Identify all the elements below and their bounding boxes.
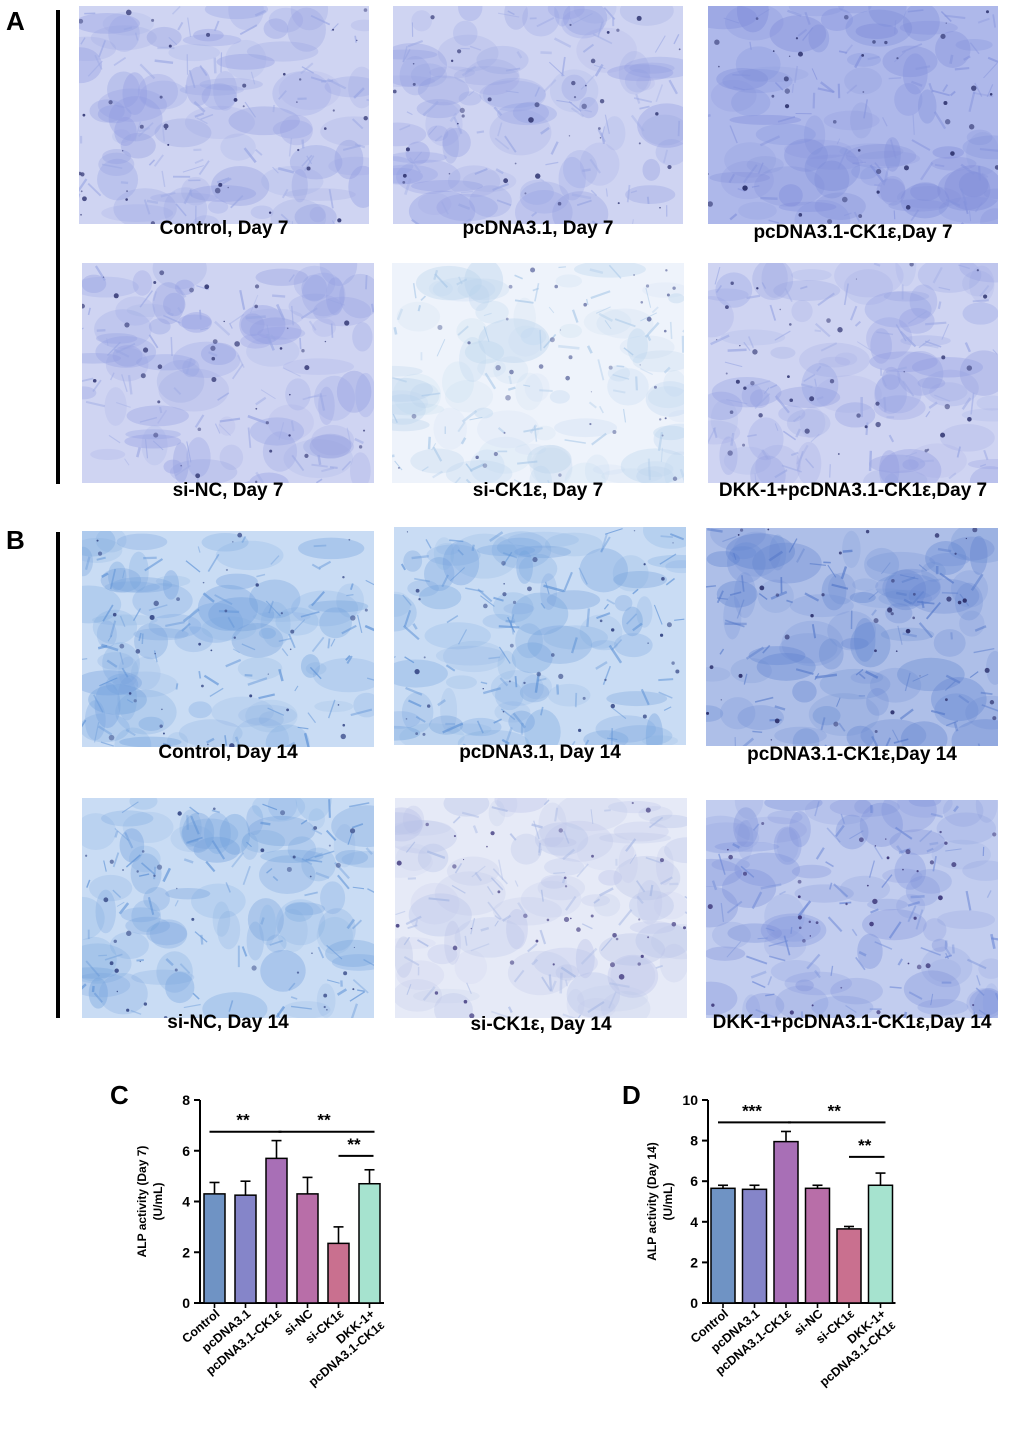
y-tick-label: 8: [182, 1092, 190, 1108]
caption-b-4: si-NC, Day 14: [167, 1012, 289, 1033]
micrograph-a-2: [393, 6, 683, 224]
panel-letter-d: D: [622, 1080, 641, 1110]
bar-chart-c: 0 2 4 6 8 ALP activity (Day 7) (U/mL) Control pc…: [110, 1090, 410, 1430]
caption-a-1: Control, Day 7: [159, 218, 289, 239]
micrograph-b-1: [82, 531, 374, 747]
y-tick-label: 2: [182, 1244, 190, 1260]
y-tick-label: 6: [182, 1143, 190, 1159]
caption-b-1: Control, Day 14: [158, 742, 298, 763]
caption-a-2: pcDNA3.1, Day 7: [462, 218, 614, 239]
caption-a-5: si-CK1ε, Day 7: [472, 480, 604, 501]
micrograph-a-3: [708, 6, 998, 224]
micrograph-b-6: [706, 800, 998, 1018]
y-axis-unit: (U/mL): [661, 1183, 675, 1221]
panel-a-bar: [56, 10, 60, 484]
y-tick-label: 0: [182, 1295, 190, 1311]
y-axis-label: ALP activity (Day 7): [135, 1146, 149, 1258]
y-tick-label: 0: [690, 1295, 698, 1311]
bar: [804, 1187, 831, 1304]
bar: [234, 1194, 257, 1304]
significance-label: **: [858, 1136, 872, 1155]
y-tick-label: 2: [690, 1254, 698, 1270]
micrograph-a-4: [82, 263, 374, 483]
significance-label: ***: [742, 1101, 762, 1120]
panel-letter-a: A: [6, 6, 25, 36]
caption-a-4: si-NC, Day 7: [172, 480, 284, 501]
micrograph-a-1: [79, 6, 369, 224]
caption-b-3: pcDNA3.1-CK1ε,Day 14: [747, 744, 957, 765]
significance-label: **: [236, 1111, 250, 1130]
bar: [265, 1157, 288, 1304]
micrograph-a-6: [708, 263, 998, 483]
micrograph-b-3: [706, 528, 998, 746]
caption-a-3: pcDNA3.1-CK1ε,Day 7: [753, 222, 953, 243]
micrograph-b-5: [395, 798, 687, 1018]
y-tick-label: 4: [690, 1214, 698, 1230]
micrograph-b-4: [82, 798, 374, 1018]
significance-label: **: [317, 1111, 331, 1130]
y-tick-label: 6: [690, 1173, 698, 1189]
bar: [203, 1193, 226, 1304]
bar: [867, 1184, 894, 1304]
bar: [741, 1188, 768, 1304]
caption-b-5: si-CK1ε, Day 14: [470, 1014, 612, 1035]
y-axis-unit: (U/mL): [151, 1183, 165, 1221]
y-axis-label: ALP activity (Day 14): [645, 1142, 659, 1261]
caption-b-2: pcDNA3.1, Day 14: [459, 742, 621, 763]
significance-label: **: [347, 1135, 361, 1154]
significance-label: **: [828, 1101, 842, 1120]
bar: [773, 1140, 799, 1304]
panel-letter-c: C: [110, 1080, 129, 1110]
y-tick-label: 4: [182, 1194, 190, 1210]
bar-chart-d: 0 2 4 6 8 10 ALP activity (Day 14) (U/mL) Contro…: [620, 1090, 940, 1430]
micrograph-b-2: [394, 527, 686, 745]
bar: [327, 1242, 350, 1304]
panel-letter-b: B: [6, 525, 25, 555]
caption-a-6: DKK-1+pcDNA3.1-CK1ε,Day 7: [718, 480, 988, 501]
bar: [710, 1187, 736, 1304]
bar: [358, 1182, 381, 1304]
caption-b-6: DKK-1+pcDNA3.1-CK1ε,Day 14: [712, 1012, 992, 1033]
micrograph-a-5: [392, 263, 684, 483]
panel-b-bar: [56, 532, 60, 1018]
bar: [836, 1228, 862, 1304]
bar: [296, 1193, 319, 1304]
y-tick-label: 8: [690, 1133, 698, 1149]
y-tick-label: 10: [682, 1092, 698, 1108]
